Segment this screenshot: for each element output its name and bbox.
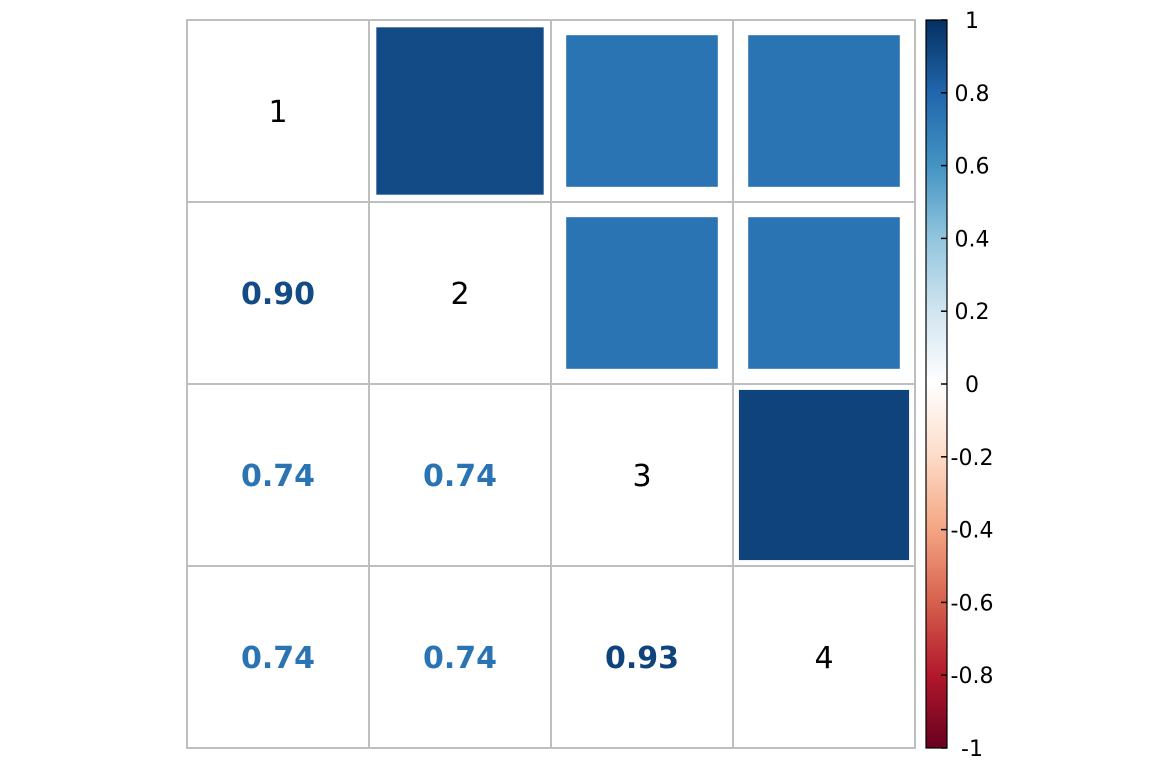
coefficient-label: 0.90	[241, 277, 315, 312]
correlation-square	[746, 33, 902, 189]
correlation-square	[374, 25, 546, 197]
coefficient-label: 0.74	[241, 641, 315, 676]
colorbar-tick-label: 0.4	[955, 227, 990, 252]
coefficient-label: 0.74	[423, 459, 497, 494]
label-layer: 1 2 3 4 0.90 0.74 0.74 0.74 0.74 0.93	[241, 95, 834, 676]
grid-cell	[732, 565, 916, 749]
correlation-square	[746, 215, 902, 371]
colorbar: 1 0.8 0.6 0.4 0.2 0 -0.2 -0.4 -0.6 -0.8 -1	[925, 9, 994, 762]
colorbar-tick-label: -0.8	[951, 664, 994, 689]
square-layer	[374, 25, 911, 562]
colorbar-tick-label: 0.8	[955, 82, 990, 107]
grid-cell	[368, 383, 552, 567]
correlation-square	[564, 33, 720, 189]
colorbar-tick-label: -0.4	[951, 519, 994, 544]
coefficient-label: 0.74	[423, 641, 497, 676]
grid-cell	[550, 565, 734, 749]
colorbar-tick-label: -1	[961, 737, 983, 762]
diagonal-label: 4	[814, 641, 833, 676]
correlation-square	[564, 215, 720, 371]
coefficient-label: 0.74	[241, 459, 315, 494]
grid-cell	[368, 565, 552, 749]
grid-cell	[186, 19, 370, 203]
colorbar-tick-label: 0.2	[955, 300, 990, 325]
grid-cell	[186, 201, 370, 385]
colorbar-tick-label: 1	[965, 9, 979, 34]
diagonal-label: 3	[632, 459, 651, 494]
diagonal-label: 1	[268, 95, 287, 130]
grid-cell	[186, 565, 370, 749]
colorbar-tick-label: 0	[965, 373, 979, 398]
correlation-square	[737, 388, 911, 562]
coefficient-label: 0.93	[605, 641, 679, 676]
diagonal-label: 2	[450, 277, 469, 312]
colorbar-tick-label: 0.6	[955, 155, 990, 180]
grid-cell	[368, 201, 552, 385]
colorbar-tick-label: -0.2	[951, 446, 994, 471]
colorbar-tick-label: -0.6	[951, 591, 994, 616]
